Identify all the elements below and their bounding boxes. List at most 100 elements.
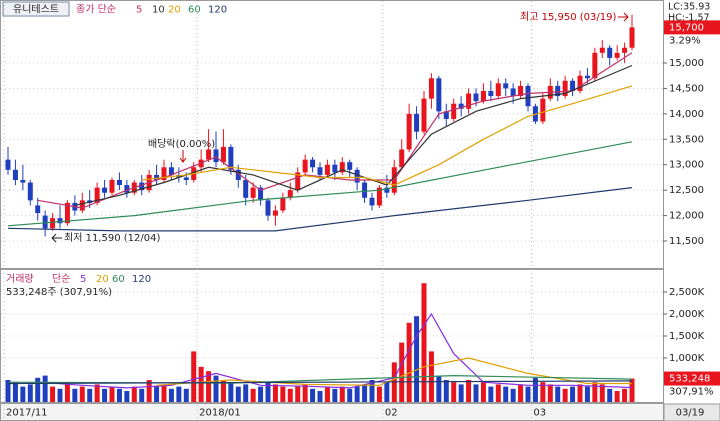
volume-bar bbox=[102, 388, 108, 402]
legend-entry: 60 bbox=[188, 5, 201, 16]
legend-entry: 5 bbox=[80, 274, 86, 285]
last-date: 03/19 bbox=[676, 408, 705, 419]
volume-bar bbox=[109, 386, 115, 402]
candle-body bbox=[287, 190, 293, 198]
volume-bar bbox=[35, 377, 41, 402]
ma-line bbox=[7, 141, 633, 227]
x-tick-label: 02 bbox=[385, 408, 398, 419]
candle-body bbox=[480, 90, 486, 102]
volume-bar bbox=[258, 386, 264, 402]
candle-body bbox=[265, 200, 271, 216]
candle-body bbox=[220, 146, 226, 163]
candle-body bbox=[332, 164, 338, 173]
volume-bar bbox=[42, 375, 48, 402]
candle-body bbox=[622, 47, 628, 53]
candle-body bbox=[466, 93, 472, 109]
candle-body bbox=[473, 93, 479, 102]
candle-body bbox=[488, 90, 494, 97]
stock-name-box bbox=[2, 1, 70, 17]
candle-body bbox=[302, 159, 308, 173]
volume-bar bbox=[473, 384, 479, 402]
candle-body bbox=[510, 88, 516, 97]
volume-bar bbox=[235, 386, 241, 402]
candle-body bbox=[495, 83, 501, 97]
candle-body bbox=[362, 182, 368, 198]
ma-label: 종가 단순 bbox=[76, 4, 116, 16]
volume-bar bbox=[339, 386, 345, 402]
candle-body bbox=[57, 218, 63, 224]
volume-bar bbox=[280, 386, 286, 402]
candle-body bbox=[562, 80, 568, 97]
candle-body bbox=[458, 103, 464, 109]
candle-body bbox=[570, 80, 576, 91]
x-tick-label: 03 bbox=[533, 408, 546, 419]
volume-bar bbox=[57, 388, 63, 402]
candle-body bbox=[102, 187, 108, 193]
candle-body bbox=[324, 164, 330, 175]
stock-name: 유니테스트 bbox=[13, 4, 59, 16]
volume-bar bbox=[503, 386, 509, 402]
y-tick-label: 14,000 bbox=[669, 109, 704, 120]
volume-bar bbox=[79, 386, 85, 402]
candle-body bbox=[154, 174, 160, 180]
volume-bar bbox=[510, 388, 516, 402]
ma-line bbox=[7, 380, 633, 385]
y-tick-label: 13,000 bbox=[669, 160, 704, 171]
dividend-annotation: 배당락(0.00%) bbox=[148, 138, 215, 150]
volume-bar bbox=[347, 388, 353, 402]
volume-bar bbox=[146, 380, 152, 402]
y-tick-label: 14,500 bbox=[669, 83, 704, 94]
volume-bar bbox=[369, 380, 375, 402]
candle-body bbox=[183, 177, 189, 180]
candle-body bbox=[116, 179, 122, 186]
volume-bar bbox=[198, 366, 204, 402]
candle-body bbox=[27, 182, 33, 201]
volume-bar bbox=[436, 375, 442, 402]
volume-bar bbox=[116, 388, 122, 402]
volume-bar bbox=[622, 388, 628, 402]
candle-body bbox=[354, 169, 360, 183]
volume-bar bbox=[362, 384, 368, 402]
legend-entry: 60 bbox=[112, 274, 125, 285]
volume-bar bbox=[384, 382, 390, 402]
volume-bar bbox=[414, 316, 420, 402]
candle-body bbox=[20, 179, 26, 183]
candle-body bbox=[406, 113, 412, 150]
candle-body bbox=[64, 202, 70, 224]
candle-body bbox=[213, 149, 219, 163]
legend-entry: 120 bbox=[208, 5, 227, 16]
volume-bar bbox=[629, 378, 635, 402]
volume-bar bbox=[5, 380, 11, 402]
candle-body bbox=[584, 75, 590, 79]
volume-bar bbox=[295, 386, 301, 402]
candle-body bbox=[109, 179, 115, 193]
x-tick-label: 2018/01 bbox=[199, 408, 241, 419]
volume-bar bbox=[94, 384, 100, 402]
candle-body bbox=[258, 187, 264, 201]
volume-bar bbox=[451, 382, 457, 402]
candle-body bbox=[384, 187, 390, 193]
volume-bar bbox=[265, 382, 271, 402]
volume-bar bbox=[250, 388, 256, 402]
volume-bar bbox=[161, 384, 167, 402]
volume-bar bbox=[458, 384, 464, 402]
volume-bar bbox=[243, 384, 249, 402]
candle-body bbox=[414, 113, 420, 132]
y-tick-label: 12,000 bbox=[669, 211, 704, 222]
volume-bar bbox=[466, 380, 472, 402]
candle-body bbox=[124, 185, 130, 193]
low-arrow bbox=[51, 233, 62, 243]
volume-bar bbox=[272, 384, 278, 402]
volume-bar bbox=[488, 386, 494, 402]
legend-entry: 5 bbox=[136, 5, 142, 16]
volume-bar bbox=[592, 382, 598, 402]
candle-body bbox=[206, 149, 212, 160]
volume-bar bbox=[518, 384, 524, 402]
candle-body bbox=[436, 78, 442, 112]
ma-line bbox=[7, 187, 633, 232]
volume-bar bbox=[20, 386, 26, 402]
ma-line bbox=[74, 64, 633, 206]
candle-body bbox=[428, 78, 434, 99]
